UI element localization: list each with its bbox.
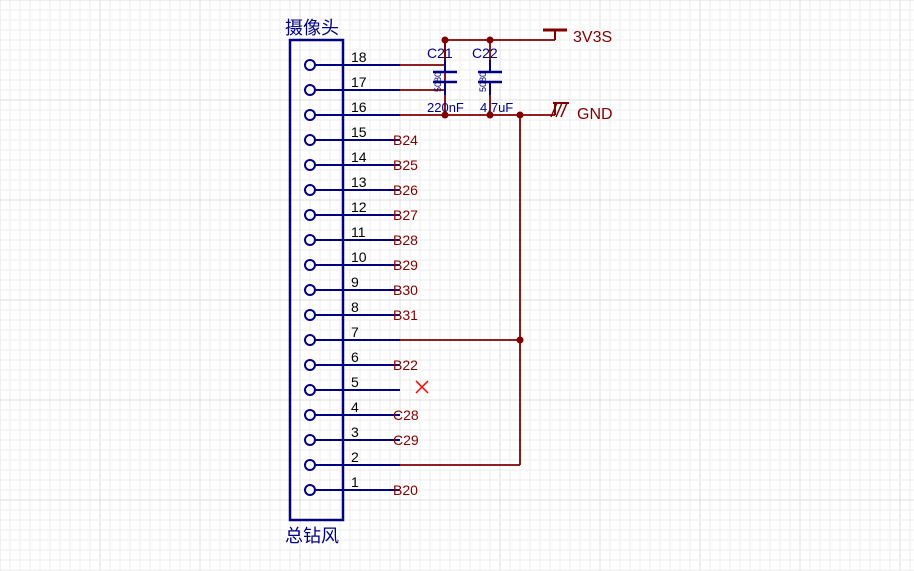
pin-number-12: 12 — [351, 199, 367, 215]
net-label-C28: C28 — [393, 407, 419, 423]
pin-number-4: 4 — [351, 399, 359, 415]
net-label-B26: B26 — [393, 182, 418, 198]
net-label-B31: B31 — [393, 307, 418, 323]
net-label-C29: C29 — [393, 432, 419, 448]
junction-0 — [442, 37, 449, 44]
pin-number-6: 6 — [351, 349, 359, 365]
pin-circle-13 — [305, 185, 315, 195]
pin-number-17: 17 — [351, 74, 367, 90]
pin-circle-12 — [305, 210, 315, 220]
pin-number-9: 9 — [351, 274, 359, 290]
net-label-B30: B30 — [393, 282, 418, 298]
gnd-label: GND — [577, 106, 613, 123]
pin-number-2: 2 — [351, 449, 359, 465]
pin-circle-7 — [305, 335, 315, 345]
net-label-B28: B28 — [393, 232, 418, 248]
connector-body — [290, 40, 343, 520]
pin-circle-1 — [305, 485, 315, 495]
pin-circle-2 — [305, 460, 315, 470]
nc-marker-pin-5 — [416, 381, 428, 393]
pin-circle-5 — [305, 385, 315, 395]
pin-number-18: 18 — [351, 49, 367, 65]
pin-circle-14 — [305, 160, 315, 170]
pin-number-11: 11 — [351, 224, 366, 240]
junction-2 — [442, 112, 449, 119]
connector-title-bottom: 总钻风 — [285, 526, 339, 546]
pin-circle-3 — [305, 435, 315, 445]
pin-circle-8 — [305, 310, 315, 320]
pin-number-14: 14 — [351, 149, 367, 165]
power-3v3s-symbol — [543, 30, 567, 40]
net-label-B20: B20 — [393, 482, 418, 498]
pin-number-3: 3 — [351, 424, 359, 440]
cap-C22-val: 4.7uF — [480, 100, 513, 115]
pin-number-5: 5 — [351, 374, 359, 390]
pin-circle-16 — [305, 110, 315, 120]
connector-title-top: 摄像头 — [285, 18, 339, 38]
pin-number-10: 10 — [351, 249, 367, 265]
pin-number-1: 1 — [351, 474, 359, 490]
net-label-B22: B22 — [393, 357, 418, 373]
net-label-B24: B24 — [393, 132, 418, 148]
pin-circle-11 — [305, 235, 315, 245]
power-3v3s-label: 3V3S — [573, 29, 612, 46]
junction-4 — [517, 112, 524, 119]
net-label-B29: B29 — [393, 257, 418, 273]
pin-circle-10 — [305, 260, 315, 270]
pin-number-13: 13 — [351, 174, 367, 190]
junction-1 — [487, 37, 494, 44]
net-label-B27: B27 — [393, 207, 418, 223]
cap-C22-rot: 5080 — [478, 72, 488, 92]
cap-C22-ref: C22 — [472, 45, 498, 61]
cap-C21-ref: C21 — [427, 45, 453, 61]
pin-circle-9 — [305, 285, 315, 295]
cap-C21-rot: 5080 — [433, 72, 443, 92]
pin-circle-18 — [305, 60, 315, 70]
junction-5 — [517, 337, 524, 344]
junction-3 — [487, 112, 494, 119]
pin-circle-17 — [305, 85, 315, 95]
pin-number-7: 7 — [351, 324, 359, 340]
pin-circle-15 — [305, 135, 315, 145]
pin-circle-6 — [305, 360, 315, 370]
pin-number-16: 16 — [351, 99, 367, 115]
pin-circle-4 — [305, 410, 315, 420]
net-label-B25: B25 — [393, 157, 418, 173]
pin-number-8: 8 — [351, 299, 359, 315]
pin-number-15: 15 — [351, 124, 367, 140]
